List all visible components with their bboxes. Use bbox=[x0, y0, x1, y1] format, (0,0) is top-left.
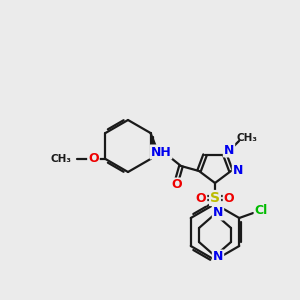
Text: O: O bbox=[196, 191, 206, 205]
Text: N: N bbox=[224, 143, 234, 157]
Text: NH: NH bbox=[151, 146, 171, 158]
Text: N: N bbox=[213, 250, 223, 263]
Text: O: O bbox=[88, 152, 99, 166]
Text: N: N bbox=[233, 164, 243, 178]
Text: CH₃: CH₃ bbox=[236, 133, 257, 143]
Text: O: O bbox=[172, 178, 182, 191]
Text: CH₃: CH₃ bbox=[50, 154, 71, 164]
Text: S: S bbox=[210, 191, 220, 205]
Text: O: O bbox=[224, 191, 234, 205]
Text: Cl: Cl bbox=[255, 203, 268, 217]
Text: N: N bbox=[213, 206, 223, 220]
